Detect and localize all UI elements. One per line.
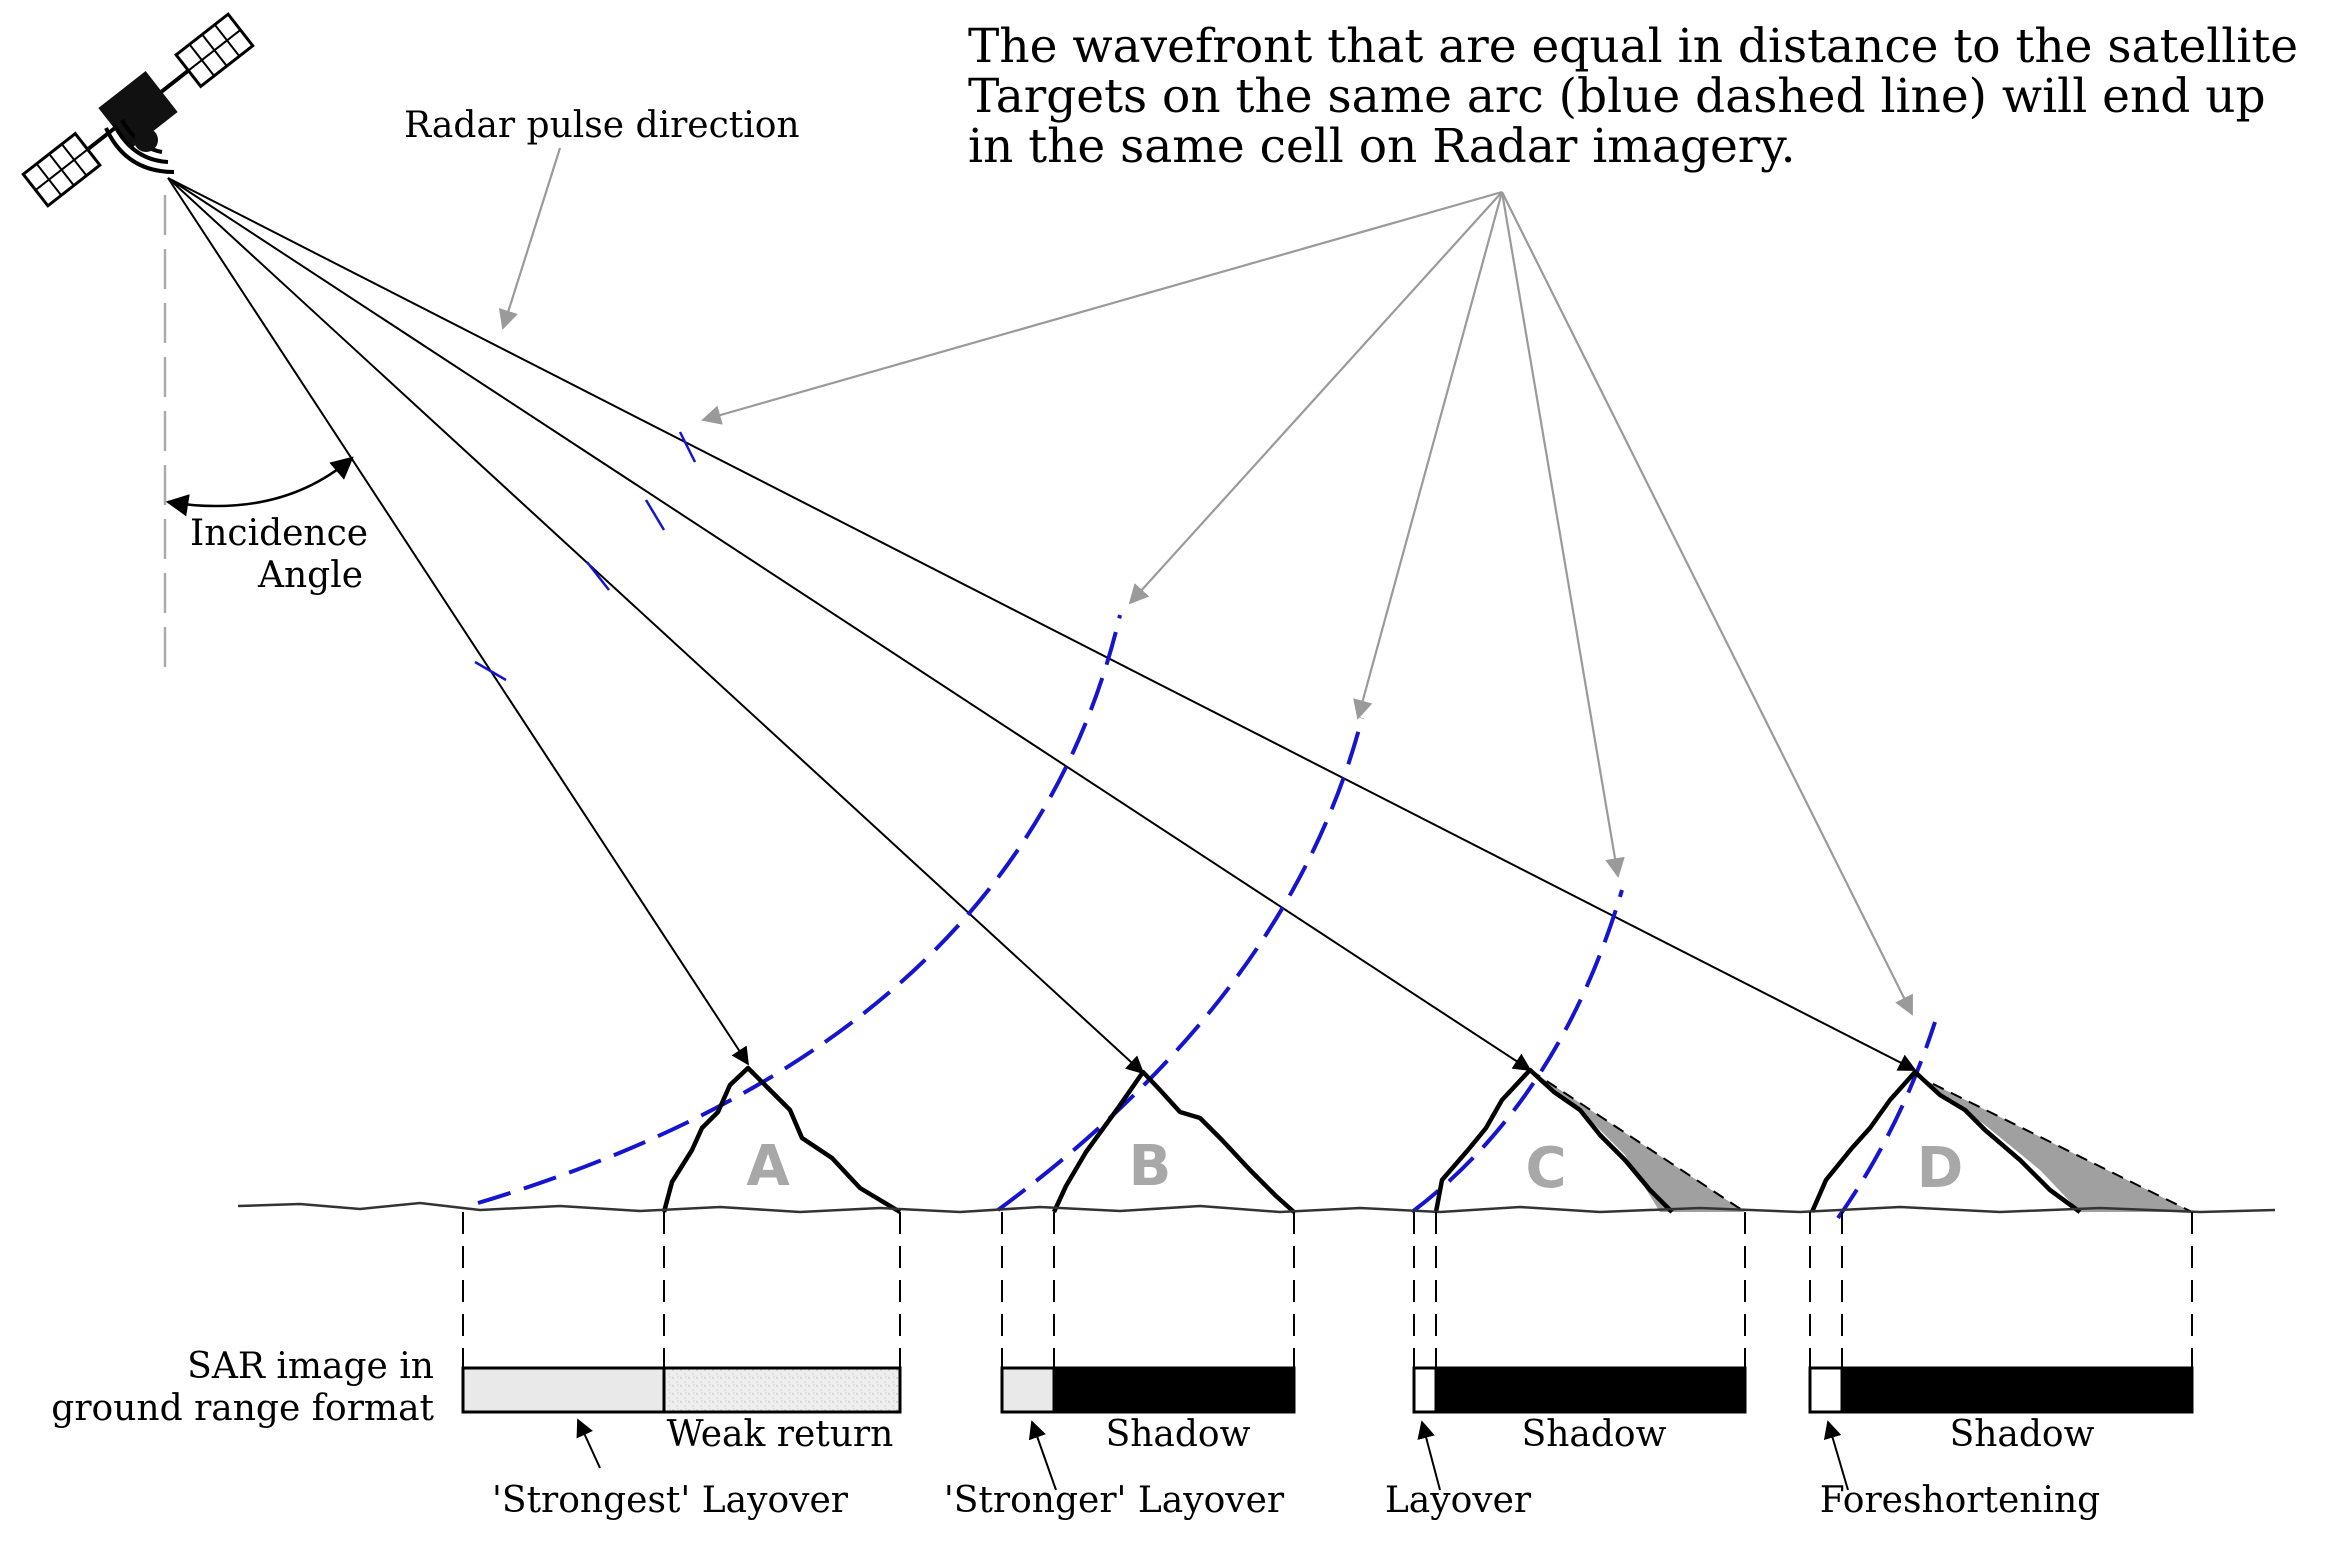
incidence-angle-label-1: Incidence	[190, 513, 368, 554]
incidence-angle-label-2: Angle	[257, 555, 363, 596]
caption-pointers	[576, 1418, 1849, 1491]
ray-to-A	[167, 177, 749, 1066]
wavefront-arc-D	[1836, 1021, 1937, 1220]
ground-line	[237, 1201, 2276, 1214]
radar-rays	[167, 177, 1917, 1075]
sar-image-bars	[461, 1366, 2194, 1414]
sar-bar-D-shadow	[1840, 1366, 2194, 1414]
sar-bar-D-foreshortening	[1808, 1366, 1844, 1414]
mountain-B	[1051, 1069, 1296, 1214]
radar-pulse-pointer	[498, 147, 562, 330]
sar-bar-C-layover	[1412, 1366, 1438, 1414]
heading-line-3: in the same cell on Radar imagery.	[968, 119, 1796, 174]
caption-left-C: Layover	[1385, 1480, 1532, 1521]
mountain-D	[1809, 1069, 2082, 1214]
range-ticks	[474, 431, 697, 682]
ray-to-B	[167, 177, 1145, 1075]
caption-right-B: Shadow	[1106, 1414, 1251, 1455]
caption-left-D: Foreshortening	[1820, 1480, 2100, 1521]
caption-right-D: Shadow	[1950, 1414, 2095, 1455]
peak-label-C: C	[1525, 1136, 1566, 1201]
heading-line-2: Targets on the same arc (blue dashed lin…	[968, 69, 2266, 124]
peak-label-B: B	[1129, 1134, 1172, 1199]
caption-left-B: 'Stronger' Layover	[944, 1480, 1285, 1521]
radar-pulse-direction-label: Radar pulse direction	[404, 105, 800, 146]
sar-bar-B-layover	[1000, 1366, 1056, 1414]
caption-left-A: 'Strongest' Layover	[492, 1480, 849, 1521]
sar-bar-B-shadow	[1052, 1366, 1296, 1414]
mountain-C	[1433, 1067, 1674, 1214]
caption-right-A: Weak return	[667, 1414, 894, 1455]
wavefront-arc-B	[996, 717, 1364, 1212]
ray-to-D	[167, 177, 1917, 1071]
sar-image-label-2: ground range format	[51, 1388, 434, 1429]
wavefront-pointers	[701, 190, 1913, 1016]
ray-to-C	[167, 177, 1532, 1071]
wavefront-arc-C	[1410, 889, 1624, 1214]
sar-bar-C-shadow	[1434, 1366, 1747, 1414]
mountain-A	[661, 1065, 902, 1214]
projection-lines	[462, 1212, 2193, 1368]
caption-right-C: Shadow	[1522, 1414, 1667, 1455]
incidence-angle-arc	[165, 456, 354, 517]
sar-bar-A-weak	[662, 1366, 902, 1414]
heading-line-1: The wavefront that are equal in distance…	[968, 19, 2298, 74]
peak-label-A: A	[746, 1134, 790, 1199]
peak-label-D: D	[1917, 1136, 1963, 1201]
sar-image-label-1: SAR image in	[187, 1346, 434, 1387]
wavefront-arcs	[477, 614, 1937, 1220]
satellite-icon	[21, 12, 255, 208]
mountains	[661, 1065, 2082, 1214]
sar-bar-A-layover	[461, 1366, 666, 1414]
shadow-boundaries	[1529, 1069, 2193, 1213]
wavefront-arc-A	[477, 614, 1122, 1205]
